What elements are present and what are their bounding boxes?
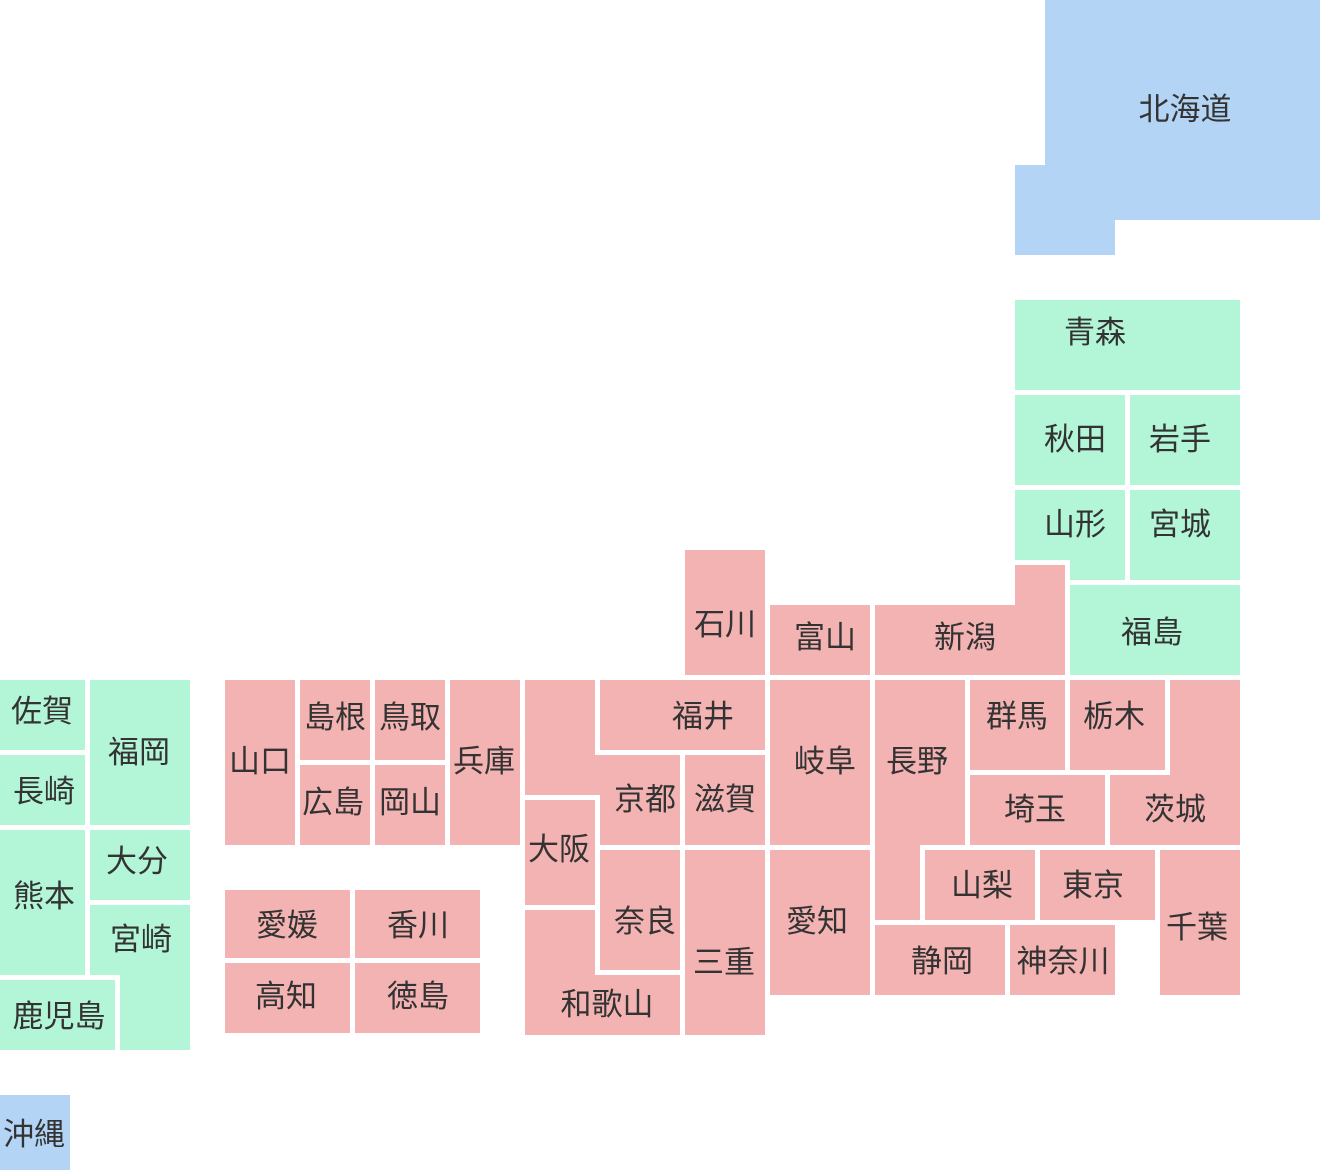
- prefecture-shape[interactable]: [525, 800, 595, 905]
- prefecture-shape[interactable]: [0, 980, 115, 1050]
- prefecture-tile[interactable]: 群馬: [970, 680, 1065, 770]
- prefecture-tile[interactable]: 栃木: [1070, 680, 1165, 770]
- prefecture-shape[interactable]: [925, 850, 1035, 920]
- prefecture-tile[interactable]: 三重: [685, 850, 765, 1035]
- prefecture-shape[interactable]: [970, 680, 1065, 770]
- prefecture-tile[interactable]: 東京: [1040, 850, 1155, 920]
- prefecture-shape[interactable]: [355, 890, 480, 958]
- prefecture-shape[interactable]: [1070, 680, 1165, 770]
- prefecture-tile[interactable]: 北海道: [1015, 0, 1320, 255]
- prefecture-tile[interactable]: 佐賀: [0, 680, 85, 750]
- prefecture-tile[interactable]: 埼玉: [970, 775, 1105, 845]
- prefecture-shape[interactable]: [90, 830, 190, 900]
- prefecture-shape[interactable]: [600, 850, 680, 970]
- prefecture-shape[interactable]: [525, 680, 680, 845]
- prefecture-tile[interactable]: 沖縄: [0, 1095, 70, 1170]
- prefecture-shape[interactable]: [685, 755, 765, 845]
- prefecture-tile[interactable]: 山口: [225, 680, 295, 845]
- prefecture-shape[interactable]: [1070, 585, 1240, 675]
- prefecture-shape[interactable]: [90, 905, 190, 1050]
- prefecture-tile[interactable]: 熊本: [0, 830, 85, 975]
- prefecture-tile[interactable]: 広島: [300, 765, 370, 845]
- prefecture-tile[interactable]: 神奈川: [1010, 925, 1115, 995]
- prefecture-shape[interactable]: [225, 963, 350, 1033]
- prefecture-shape[interactable]: [0, 755, 85, 825]
- prefecture-shape[interactable]: [685, 850, 765, 1035]
- prefecture-shape[interactable]: [300, 765, 370, 845]
- prefecture-tile[interactable]: 愛知: [770, 850, 870, 995]
- prefecture-shape[interactable]: [1015, 300, 1240, 390]
- prefecture-shape[interactable]: [875, 925, 1005, 995]
- prefecture-tile[interactable]: 徳島: [355, 963, 480, 1033]
- prefecture-shape[interactable]: [375, 765, 445, 845]
- prefecture-shape[interactable]: [1130, 490, 1240, 580]
- prefecture-tile[interactable]: 福島: [1070, 585, 1240, 675]
- prefecture-tile[interactable]: 新潟: [875, 565, 1065, 675]
- prefecture-shape[interactable]: [1040, 850, 1155, 920]
- prefecture-tile[interactable]: 石川: [685, 550, 765, 675]
- prefecture-tile[interactable]: 島根: [300, 680, 370, 760]
- prefecture-tile[interactable]: 宮城: [1130, 490, 1240, 580]
- prefecture-tile[interactable]: 愛媛: [225, 890, 350, 958]
- prefecture-tile[interactable]: 青森: [1015, 300, 1240, 390]
- prefecture-shape[interactable]: [1160, 850, 1240, 995]
- prefecture-shape[interactable]: [770, 605, 870, 675]
- prefecture-tile[interactable]: 奈良: [600, 850, 680, 970]
- prefecture-tile[interactable]: 大阪: [525, 800, 595, 905]
- prefecture-shape[interactable]: [0, 680, 85, 750]
- prefecture-tile[interactable]: 兵庫: [450, 680, 520, 845]
- prefecture-shape[interactable]: [970, 775, 1105, 845]
- prefecture-tile[interactable]: 富山: [770, 605, 870, 675]
- prefecture-shape[interactable]: [300, 680, 370, 760]
- prefecture-tile[interactable]: 鳥取: [375, 680, 445, 760]
- prefecture-tile[interactable]: 福井: [600, 680, 765, 750]
- prefecture-shape[interactable]: [1015, 395, 1125, 485]
- prefecture-shape[interactable]: [525, 910, 680, 1035]
- prefecture-tile[interactable]: 岩手: [1130, 395, 1240, 485]
- prefecture-tile[interactable]: 秋田: [1015, 395, 1125, 485]
- prefecture-shape[interactable]: [90, 680, 190, 825]
- prefecture-tile[interactable]: 岐阜: [770, 680, 870, 845]
- prefecture-shape[interactable]: [0, 830, 85, 975]
- prefecture-tile[interactable]: 香川: [355, 890, 480, 958]
- prefecture-shape[interactable]: [450, 680, 520, 845]
- prefecture-tile[interactable]: 長崎: [0, 755, 85, 825]
- prefecture-shape[interactable]: [600, 680, 765, 750]
- prefecture-shape[interactable]: [355, 963, 480, 1033]
- prefecture-shape[interactable]: [225, 680, 295, 845]
- prefecture-shape[interactable]: [1010, 925, 1115, 995]
- prefecture-tile[interactable]: 岡山: [375, 765, 445, 845]
- prefecture-shape[interactable]: [225, 890, 350, 958]
- prefecture-shape[interactable]: [0, 1095, 70, 1170]
- prefecture-shape[interactable]: [685, 550, 765, 675]
- prefecture-tile[interactable]: 鹿児島: [0, 980, 115, 1050]
- prefecture-tile[interactable]: 高知: [225, 963, 350, 1033]
- prefecture-shape[interactable]: [875, 680, 965, 920]
- prefecture-tile[interactable]: 福岡: [90, 680, 190, 825]
- prefecture-shape[interactable]: [770, 680, 870, 845]
- prefecture-tile[interactable]: 山梨: [925, 850, 1035, 920]
- prefecture-shape[interactable]: [375, 680, 445, 760]
- prefecture-shape[interactable]: [1110, 680, 1240, 845]
- prefecture-tile[interactable]: 大分: [90, 830, 190, 900]
- prefecture-shape[interactable]: [1015, 490, 1125, 580]
- prefecture-tile[interactable]: 千葉: [1160, 850, 1240, 995]
- prefecture-tile[interactable]: 滋賀: [685, 755, 765, 845]
- prefecture-tile[interactable]: 静岡: [875, 925, 1005, 995]
- prefecture-shape[interactable]: [875, 565, 1065, 675]
- prefecture-shape[interactable]: [1130, 395, 1240, 485]
- prefecture-shape[interactable]: [770, 850, 870, 995]
- prefecture-shape[interactable]: [1015, 0, 1320, 255]
